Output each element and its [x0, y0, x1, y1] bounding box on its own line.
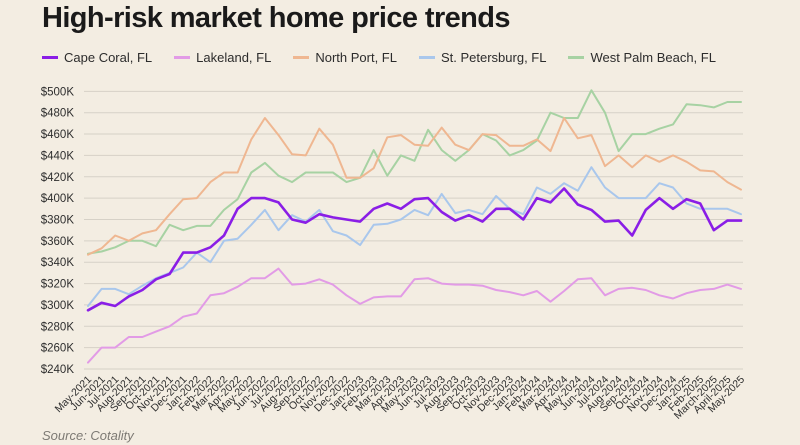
- y-tick-label: $400K: [41, 193, 75, 205]
- chart-legend: Cape Coral, FL Lakeland, FL North Port, …: [42, 50, 738, 65]
- legend-label-st-petersburg: St. Petersburg, FL: [440, 50, 547, 65]
- legend-item-cape-coral[interactable]: Cape Coral, FL: [42, 50, 152, 65]
- series-line: [87, 166, 742, 307]
- series-north-port-fl: [87, 117, 742, 256]
- legend-item-lakeland[interactable]: Lakeland, FL: [174, 50, 271, 65]
- legend-swatch-north-port: [293, 56, 310, 59]
- y-tick-label: $360K: [41, 236, 75, 248]
- legend-swatch-lakeland: [174, 56, 191, 59]
- y-tick-label: $340K: [41, 257, 75, 269]
- legend-label-cape-coral: Cape Coral, FL: [64, 50, 153, 65]
- legend-label-north-port: North Port, FL: [315, 50, 397, 65]
- y-tick-label: $440K: [41, 150, 75, 162]
- y-tick-label: $480K: [41, 108, 75, 120]
- series-st-petersburg-fl: [87, 166, 742, 307]
- y-tick-label: $500K: [41, 86, 75, 98]
- y-tick-label: $260K: [41, 343, 75, 355]
- series-line: [87, 267, 742, 364]
- legend-item-north-port[interactable]: North Port, FL: [293, 50, 397, 65]
- legend-swatch-cape-coral: [42, 56, 58, 59]
- legend-label-west-palm-beach: West Palm Beach, FL: [590, 50, 716, 65]
- legend-label-lakeland: Lakeland, FL: [196, 50, 272, 65]
- series-lakeland-fl: [87, 267, 742, 364]
- legend-item-west-palm-beach[interactable]: West Palm Beach, FL: [568, 50, 716, 65]
- chart-title: High-risk market home price trends: [42, 2, 511, 34]
- series-line: [87, 89, 742, 255]
- source-note: Source: Cotality: [42, 428, 134, 443]
- series-cape-coral-fl: [86, 187, 743, 312]
- y-tick-label: $240K: [41, 364, 75, 376]
- y-tick-label: $380K: [41, 214, 75, 226]
- y-tick-label: $280K: [41, 321, 75, 333]
- series-line: [87, 117, 742, 256]
- y-tick-label: $300K: [41, 300, 75, 312]
- y-tick-label: $420K: [41, 172, 75, 184]
- series-west-palm-beach-fl: [87, 89, 742, 255]
- series-line: [86, 187, 743, 312]
- legend-swatch-west-palm-beach: [568, 56, 585, 59]
- legend-item-st-petersburg[interactable]: St. Petersburg, FL: [418, 50, 547, 65]
- y-tick-label: $460K: [41, 129, 75, 141]
- y-tick-label: $320K: [41, 279, 75, 291]
- legend-swatch-st-petersburg: [418, 56, 435, 59]
